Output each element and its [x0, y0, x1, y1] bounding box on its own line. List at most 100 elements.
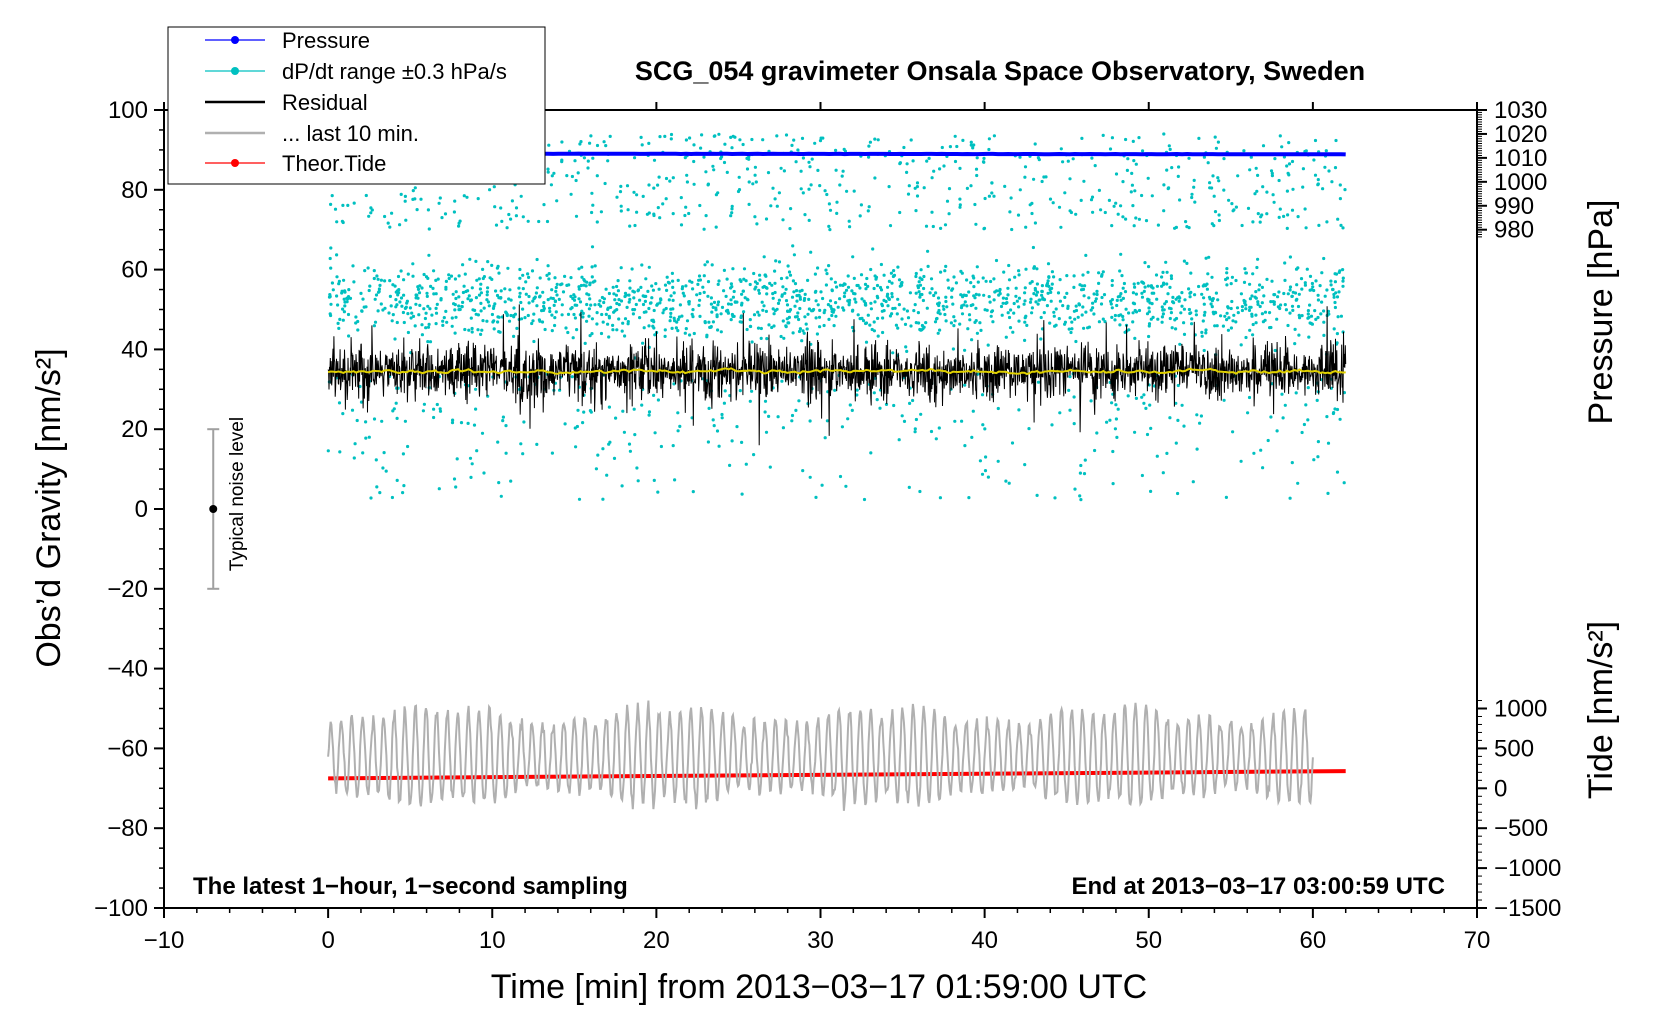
dpdt-point — [1230, 202, 1234, 206]
dpdt-point — [514, 206, 519, 210]
dpdt-point — [1272, 200, 1276, 204]
dpdt-point — [834, 301, 838, 305]
dpdt-point — [647, 306, 651, 311]
dpdt-point — [532, 312, 536, 316]
dpdt-point — [1280, 145, 1284, 149]
x-axis-title: Time [min] from 2013−03−17 01:59:00 UTC — [491, 968, 1147, 1006]
dpdt-point — [550, 451, 555, 455]
dpdt-point — [881, 330, 885, 335]
dpdt-point — [1307, 315, 1311, 319]
dpdt-point — [378, 283, 382, 287]
dpdt-point — [929, 277, 934, 281]
dpdt-point — [652, 478, 656, 482]
dpdt-point — [1182, 332, 1187, 336]
dpdt-point — [933, 320, 938, 324]
y-tick-label: −100 — [94, 895, 148, 922]
dpdt-point — [1204, 328, 1208, 332]
dpdt-point — [643, 299, 648, 303]
dpdt-point — [1071, 157, 1075, 161]
dpdt-point — [1058, 299, 1062, 303]
dpdt-point — [1217, 213, 1221, 217]
dpdt-point — [789, 207, 793, 211]
y-axis-pressure-title: Pressure [hPa] — [1582, 200, 1620, 425]
dpdt-point — [1050, 270, 1054, 274]
dpdt-point — [798, 327, 803, 331]
dpdt-point — [807, 218, 811, 222]
dpdt-point — [355, 418, 359, 423]
dpdt-point — [1202, 283, 1206, 287]
dpdt-point — [785, 317, 789, 321]
dpdt-point — [499, 494, 503, 498]
dpdt-point — [341, 203, 345, 207]
dpdt-point — [771, 307, 775, 311]
dpdt-point — [1246, 206, 1251, 210]
dpdt-point — [782, 169, 787, 173]
dpdt-point — [1089, 399, 1093, 403]
dpdt-point — [750, 340, 754, 344]
dpdt-point — [390, 495, 394, 500]
dpdt-point — [1016, 213, 1021, 217]
dpdt-point — [1280, 392, 1284, 396]
dpdt-point — [685, 319, 690, 323]
dpdt-point — [936, 296, 941, 300]
dpdt-point — [688, 136, 692, 140]
dpdt-point — [936, 331, 940, 335]
dpdt-point — [416, 287, 421, 291]
dpdt-point — [1073, 317, 1077, 321]
dpdt-point — [585, 319, 589, 323]
dpdt-point — [1314, 279, 1318, 283]
dpdt-point — [900, 317, 904, 321]
dpdt-point — [934, 317, 939, 321]
dpdt-point — [609, 305, 613, 309]
dpdt-point — [1078, 471, 1082, 475]
dpdt-point — [1288, 285, 1293, 289]
dpdt-point — [1068, 209, 1072, 213]
dpdt-point — [402, 278, 406, 282]
dpdt-point — [1097, 320, 1101, 324]
dpdt-point — [336, 321, 340, 325]
dpdt-point — [990, 191, 994, 195]
dpdt-point — [607, 291, 612, 296]
dpdt-point — [907, 485, 911, 489]
dpdt-point — [1003, 184, 1007, 188]
dpdt-point — [882, 298, 886, 302]
dpdt-point — [939, 270, 943, 274]
dpdt-point — [1161, 283, 1165, 287]
dpdt-point — [1170, 166, 1174, 170]
dpdt-point — [1322, 309, 1326, 313]
dpdt-point — [982, 293, 986, 297]
dpdt-point — [1193, 293, 1197, 297]
dpdt-point — [827, 224, 831, 228]
tide-tick-label: 500 — [1494, 735, 1534, 762]
dpdt-point — [982, 226, 987, 230]
dpdt-point — [719, 330, 723, 334]
dpdt-point — [879, 262, 884, 267]
dpdt-point — [577, 297, 581, 301]
dpdt-point — [992, 194, 996, 198]
dpdt-point — [873, 300, 877, 304]
dpdt-point — [841, 169, 845, 173]
annotation-right: End at 2013−03−17 03:00:59 UTC — [1071, 873, 1445, 900]
dpdt-point — [379, 278, 383, 282]
dpdt-point — [992, 134, 997, 138]
dpdt-point — [792, 253, 797, 257]
dpdt-point — [828, 299, 833, 303]
dpdt-point — [403, 306, 407, 310]
dpdt-point — [722, 268, 727, 272]
dpdt-point — [633, 156, 637, 160]
dpdt-point — [1072, 274, 1076, 278]
dpdt-point — [588, 283, 592, 287]
dpdt-point — [1230, 275, 1234, 279]
dpdt-point — [1180, 403, 1184, 407]
dpdt-point — [1154, 273, 1159, 277]
dpdt-point — [1244, 271, 1248, 275]
dpdt-point — [1113, 427, 1117, 431]
tide-tick-label: −1000 — [1494, 855, 1561, 882]
dpdt-point — [1240, 223, 1244, 228]
dpdt-point — [469, 316, 473, 320]
dpdt-point — [1069, 330, 1073, 335]
dpdt-point — [413, 324, 417, 328]
dpdt-point — [460, 305, 464, 309]
dpdt-point — [1126, 157, 1130, 161]
dpdt-point — [457, 295, 461, 299]
